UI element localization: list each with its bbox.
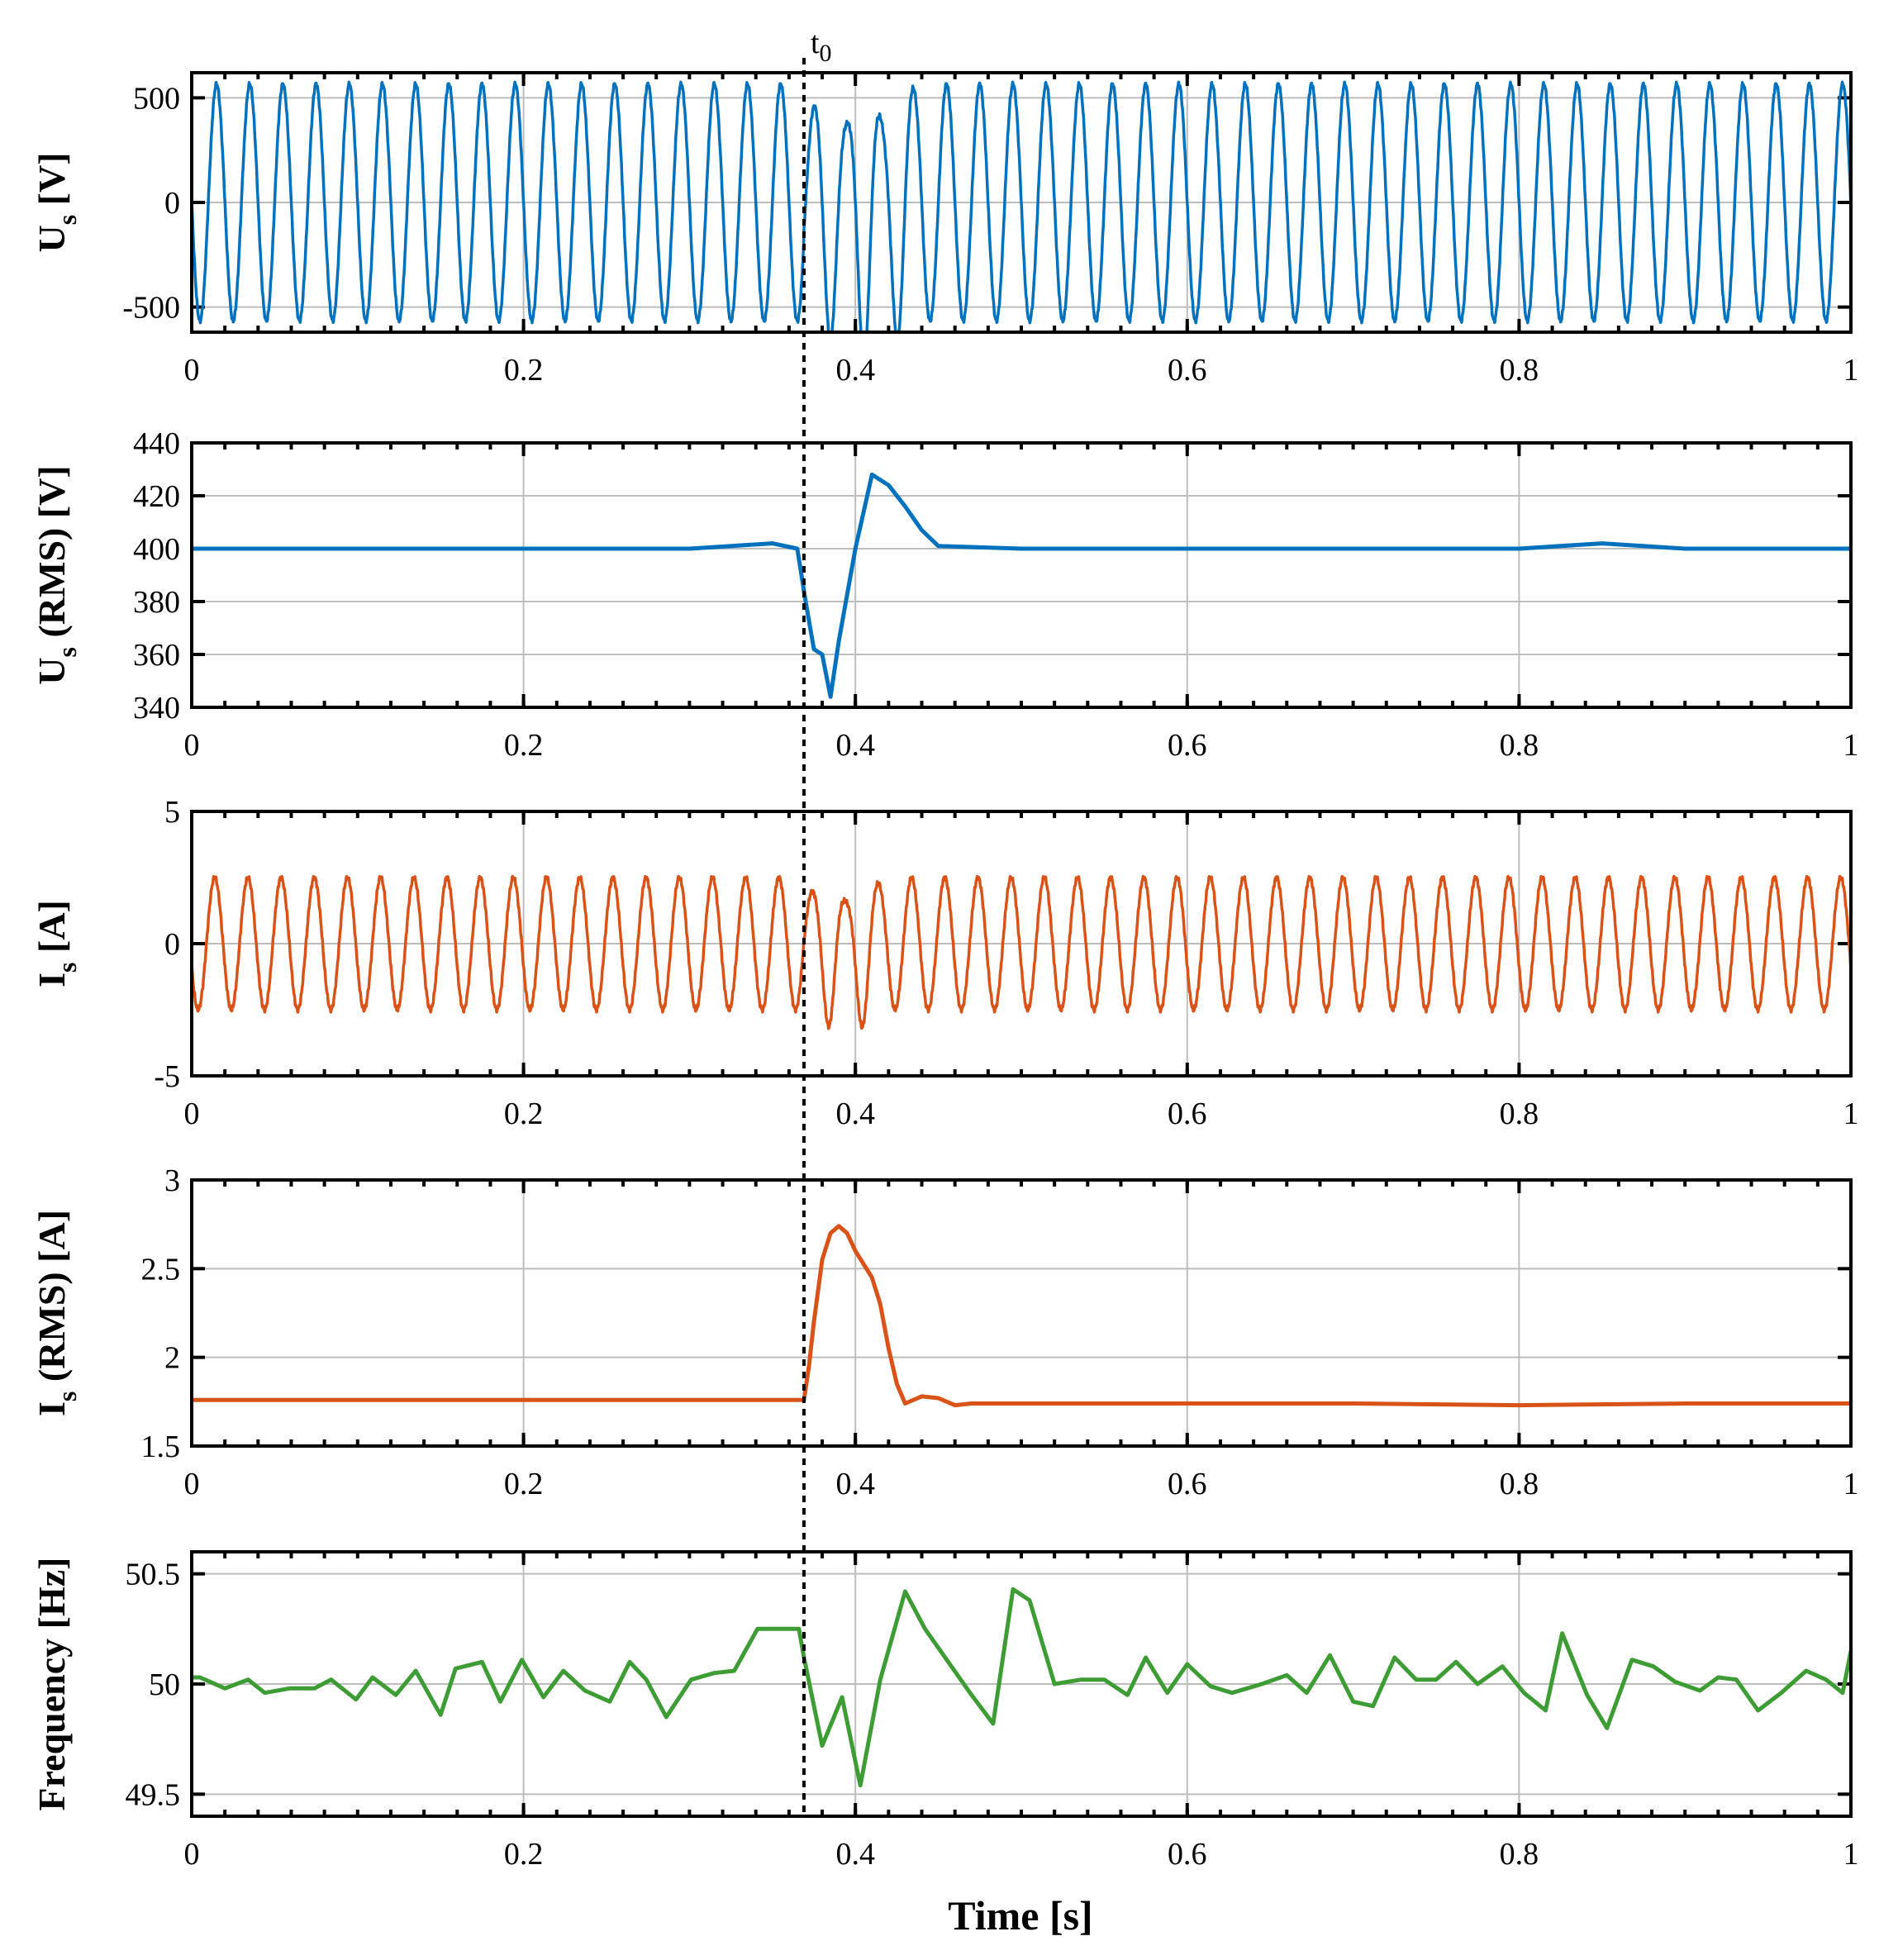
y-tick-label: 360 [133, 638, 180, 673]
x-tick-label: 0.2 [504, 1467, 544, 1501]
y-tick-label: 2 [164, 1341, 180, 1376]
panel-freq: 0 0.2 0.4 0.6 0.8 1 49.5 50 50.5 Frequency [Hz] [31, 1550, 1859, 1872]
y-tick-label: 49.5 [126, 1777, 181, 1812]
y-axis-label-unit: [A] [31, 900, 73, 962]
x-tick-label: 0.4 [835, 728, 875, 763]
x-tick-label: 0.6 [1168, 1467, 1207, 1501]
y-tick-label: 500 [133, 81, 180, 116]
y-axis-label-subscript: s [52, 647, 82, 657]
x-tick-label: 0.8 [1500, 728, 1539, 763]
x-tick-label: 0.2 [504, 728, 544, 763]
series-line-us [192, 80, 1851, 332]
y-tick-label: 380 [133, 585, 180, 620]
y-axis-label-subscript: s [52, 1392, 82, 1401]
y-axis-label-subscript: s [52, 963, 82, 973]
x-tick-label: 0.2 [504, 1837, 544, 1872]
y-axis-label-is_rms: Is (RMS) [A] [31, 1210, 82, 1416]
x-tick-label: 1 [1843, 1467, 1859, 1501]
y-axis-label-main: Frequency [Hz] [31, 1557, 73, 1810]
x-axis-label: Time [s] [948, 1892, 1092, 1939]
event-label-sub: 0 [820, 40, 832, 67]
x-tick-label: 1 [1843, 1837, 1859, 1872]
x-tick-label: 0.8 [1500, 1467, 1539, 1501]
x-tick-label: 0.6 [1168, 1097, 1207, 1131]
x-tick-label: 0.4 [835, 353, 875, 388]
panel-us_rms: 0 0.2 0.4 0.6 0.8 1 340 360 380 400 420 440 Us (RMS)… [31, 426, 1859, 763]
y-tick-label: 50 [149, 1667, 180, 1702]
x-tick-label: 0.6 [1168, 728, 1207, 763]
y-tick-label: -500 [122, 291, 180, 326]
y-axis-label-unit: (RMS) [A] [31, 1210, 73, 1392]
x-tick-label: 0 [184, 1097, 200, 1131]
y-tick-label: 0 [164, 186, 180, 221]
x-tick-label: 0 [184, 728, 200, 763]
y-tick-label: 440 [133, 426, 180, 461]
x-tick-label: 0.8 [1500, 1097, 1539, 1131]
x-tick-label: 0.4 [835, 1097, 875, 1131]
y-axis-label-unit: (RMS) [V] [31, 465, 73, 647]
y-axis-label-main: I [31, 973, 73, 987]
x-tick-label: 1 [1843, 728, 1859, 763]
x-tick-label: 0.4 [835, 1467, 875, 1501]
x-tick-label: 0.8 [1500, 353, 1539, 388]
y-tick-label: 400 [133, 532, 180, 567]
y-tick-label: 2.5 [141, 1252, 181, 1287]
x-tick-label: 0.4 [835, 1837, 875, 1872]
y-tick-label: 340 [133, 691, 180, 725]
plot-frame-us [190, 71, 1853, 334]
y-axis-label-main: U [31, 657, 73, 684]
event-label: t0 [811, 26, 832, 67]
y-axis-label-us_rms: Us (RMS) [V] [31, 465, 82, 684]
panel-is_rms: 0 0.2 0.4 0.6 0.8 1 1.5 2 2.5 3 Is (RMS) [A] [31, 1163, 1859, 1501]
x-tick-label: 0 [184, 1467, 200, 1501]
y-axis-label-us: Us [V] [31, 152, 82, 252]
y-tick-label: 50.5 [126, 1558, 181, 1592]
x-tick-label: 0.8 [1500, 1837, 1539, 1872]
y-axis-label-subscript: s [52, 215, 82, 225]
plot-frame-is_rms [190, 1178, 1853, 1448]
x-tick-label: 1 [1843, 353, 1859, 388]
series-line-is [192, 874, 1851, 1030]
plot-frame-freq [190, 1550, 1853, 1818]
y-axis-label-freq: Frequency [Hz] [31, 1557, 73, 1810]
plot-frame-us_rms [190, 441, 1853, 709]
x-tick-label: 0.2 [504, 1097, 544, 1131]
y-axis-label-is: Is [A] [31, 900, 82, 987]
y-tick-label: 420 [133, 479, 180, 514]
y-tick-label: 5 [164, 795, 180, 830]
series-line-is_rms [192, 1224, 1851, 1408]
x-tick-label: 0 [184, 353, 200, 388]
event-label-main: t [811, 26, 820, 60]
x-tick-label: 1 [1843, 1097, 1859, 1131]
x-tick-label: 0.6 [1168, 1837, 1207, 1872]
y-tick-label: -5 [154, 1059, 180, 1094]
series-line-us_rms [192, 472, 1851, 699]
series-line-freq [192, 1587, 1851, 1788]
y-axis-label-main: U [31, 225, 73, 252]
y-axis-label-unit: [V] [31, 152, 73, 214]
y-axis-label-main: I [31, 1401, 73, 1416]
plot-frame-is [190, 810, 1853, 1078]
y-tick-label: 0 [164, 927, 180, 962]
y-tick-label: 3 [164, 1163, 180, 1198]
x-tick-label: 0.2 [504, 353, 544, 388]
x-tick-label: 0.6 [1168, 353, 1207, 388]
x-tick-label: 0 [184, 1837, 200, 1872]
y-tick-label: 1.5 [141, 1430, 181, 1464]
